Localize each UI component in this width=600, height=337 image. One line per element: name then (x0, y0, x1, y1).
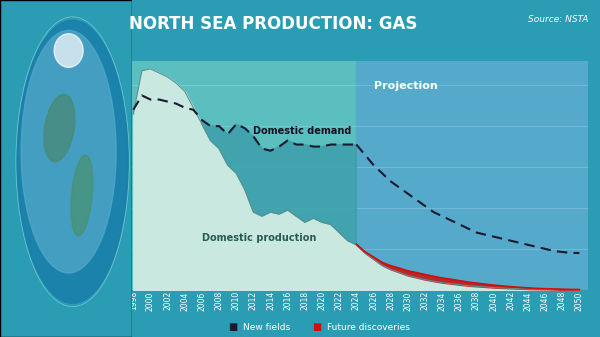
Ellipse shape (54, 34, 83, 67)
Text: Future discoveries: Future discoveries (327, 323, 410, 332)
FancyBboxPatch shape (0, 0, 132, 337)
Text: New fields: New fields (243, 323, 290, 332)
Ellipse shape (44, 94, 75, 162)
Text: ■: ■ (312, 322, 321, 332)
Circle shape (17, 20, 128, 303)
Text: Domestic production: Domestic production (202, 233, 316, 243)
Text: Projection: Projection (374, 81, 437, 91)
Ellipse shape (71, 155, 93, 236)
Text: NORTH SEA PRODUCTION: GAS: NORTH SEA PRODUCTION: GAS (129, 15, 418, 33)
Bar (356, 61, 588, 290)
Text: Domestic demand: Domestic demand (253, 126, 352, 136)
Circle shape (21, 30, 116, 273)
Y-axis label: Million tonnes oil equivalent: Million tonnes oil equivalent (96, 116, 105, 235)
Text: ■: ■ (228, 322, 237, 332)
Text: Source: NSTA: Source: NSTA (527, 15, 588, 24)
